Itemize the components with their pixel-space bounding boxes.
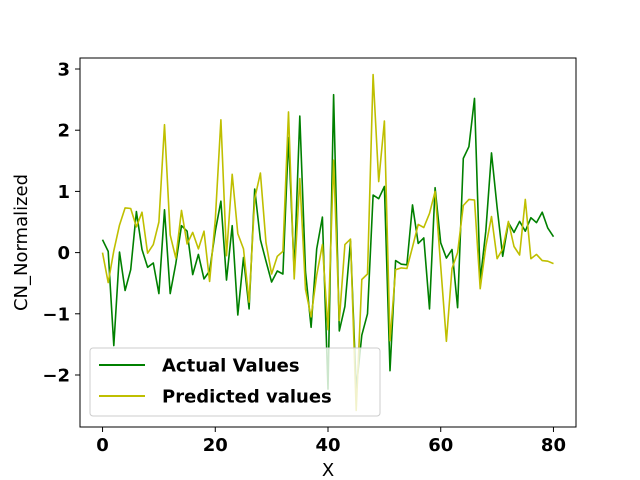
y-tick-label: 2 (57, 121, 70, 142)
y-tick-label: −1 (42, 304, 70, 325)
legend-label: Predicted values (162, 387, 332, 408)
legend-box (89, 347, 381, 417)
x-axis: 0 20 40 60 80 (96, 427, 566, 456)
legend-label: Actual Values (162, 356, 300, 377)
y-tick-label: 3 (57, 60, 70, 81)
y-tick-label: 0 (57, 243, 70, 264)
y-axis-label: CN_Normalized (11, 174, 32, 311)
y-tick-label: −2 (42, 365, 70, 386)
y-axis: −2 −1 0 1 2 3 (42, 60, 80, 386)
x-tick-label: 0 (96, 435, 109, 456)
y-tick-label: 1 (57, 182, 70, 203)
legend: Actual Values Predicted values (89, 347, 381, 417)
x-tick-label: 60 (428, 435, 453, 456)
x-axis-label: X (322, 460, 334, 480)
series-line-2 (101, 73, 554, 412)
x-tick-label: 20 (203, 435, 228, 456)
x-tick-label: 80 (541, 435, 566, 456)
x-tick-label: 40 (315, 435, 340, 456)
